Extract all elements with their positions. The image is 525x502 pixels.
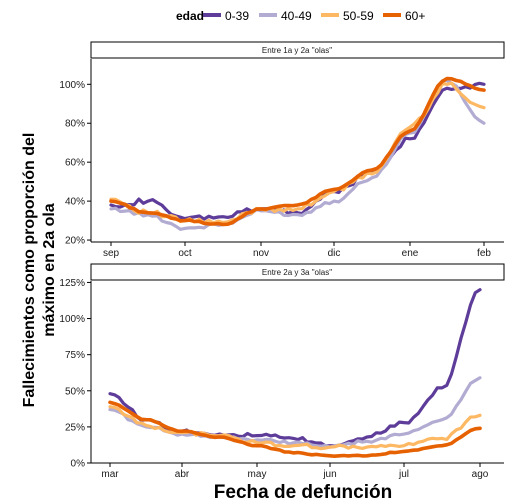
y-tick-label: 20% bbox=[65, 236, 85, 247]
panel-bottom: Entre 2a y 3a "olas" 0% 25% 50% 75% 100% 125%… bbox=[59, 263, 505, 480]
y-tick-label: 40% bbox=[65, 197, 85, 208]
y-axis-label-line1: Fallecimientos como proporción del bbox=[21, 133, 38, 408]
x-tick-label: nov bbox=[253, 248, 269, 259]
y-tick-label: 25% bbox=[65, 422, 85, 433]
legend: edad 0-39 40-49 50-59 60+ bbox=[176, 9, 425, 23]
legend-label-50-59: 50-59 bbox=[343, 9, 374, 23]
x-axis-label: Fecha de defunción bbox=[214, 482, 392, 502]
series-line-60+ bbox=[108, 400, 482, 458]
x-tick-label: jun bbox=[322, 469, 336, 480]
y-tick-label: 125% bbox=[59, 278, 85, 289]
y-tick-label: 0% bbox=[71, 459, 86, 470]
x-tick-label: abr bbox=[175, 469, 190, 480]
y-tick-label: 100% bbox=[59, 80, 85, 91]
y-tick-label: 75% bbox=[65, 350, 85, 361]
series-line-0-39 bbox=[108, 288, 482, 448]
strip-bottom bbox=[90, 263, 505, 281]
legend-item-40-49: 40-49 bbox=[259, 9, 312, 23]
legend-item-50-59: 50-59 bbox=[321, 9, 374, 23]
strip-top bbox=[90, 41, 505, 59]
y-axis-label-line2: máximo en 2a ola bbox=[41, 203, 58, 336]
series-line-60+ bbox=[109, 76, 486, 227]
legend-title: edad bbox=[176, 9, 204, 23]
x-tick-label: mar bbox=[101, 469, 119, 480]
x-tick-label: feb bbox=[477, 248, 491, 259]
x-tick-label: oct bbox=[178, 248, 192, 259]
legend-label-40-49: 40-49 bbox=[281, 9, 312, 23]
y-tick-label: 60% bbox=[65, 158, 85, 169]
legend-label-60+: 60+ bbox=[405, 9, 425, 23]
legend-item-0-39: 0-39 bbox=[203, 9, 249, 23]
plot-area-bottom: 0% 25% 50% 75% 100% 125% mar abr may jun jul ago bbox=[59, 278, 504, 480]
legend-item-60+: 60+ bbox=[383, 9, 425, 23]
legend-label-0-39: 0-39 bbox=[225, 9, 249, 23]
x-tick-label: dic bbox=[328, 248, 341, 259]
plot-area-top: 20% 40% 60% 80% 100% sep oct nov dic ene feb bbox=[59, 59, 504, 259]
x-tick-label: ago bbox=[472, 469, 489, 480]
y-tick-label: 50% bbox=[65, 386, 85, 397]
x-tick-label: sep bbox=[103, 248, 120, 259]
panel-top: Entre 1a y 2a "olas" 20% 40% 60% 80% 100% sep… bbox=[59, 41, 505, 259]
y-tick-label: 80% bbox=[65, 119, 85, 130]
x-tick-label: jul bbox=[398, 469, 409, 480]
x-tick-label: ene bbox=[402, 248, 419, 259]
y-tick-label: 100% bbox=[59, 314, 85, 325]
series-line-50-59 bbox=[108, 405, 482, 451]
strip-title-bottom: Entre 2a y 3a "olas" bbox=[262, 268, 332, 277]
strip-title-top: Entre 1a y 2a "olas" bbox=[262, 46, 332, 55]
x-tick-label: may bbox=[248, 469, 267, 480]
series-line-40-49 bbox=[108, 376, 482, 449]
